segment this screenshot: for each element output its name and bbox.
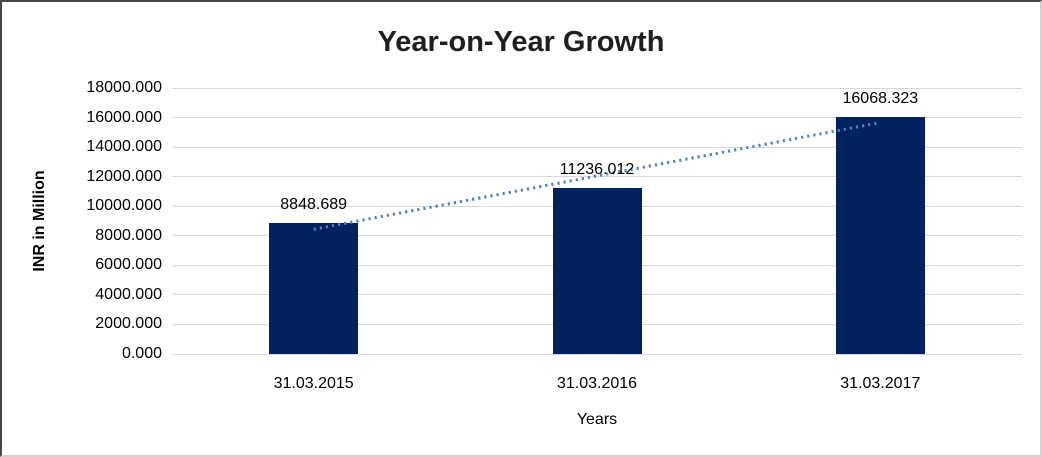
y-tick-label: 14000.000 <box>86 138 162 156</box>
y-tick-label: 8000.000 <box>95 226 162 244</box>
bar-31.03.2015 <box>269 223 359 354</box>
x-tick-label: 31.03.2016 <box>556 375 638 392</box>
bar-value-label: 8848.689 <box>280 196 348 214</box>
y-tick-label: 18000.000 <box>86 79 162 96</box>
y-tick-label: 16000.000 <box>86 108 162 126</box>
gridline <box>172 353 1022 355</box>
plot-area <box>172 87 1022 355</box>
x-tick-label: 31.03.2017 <box>840 375 921 392</box>
trendline <box>313 121 881 231</box>
gridline <box>172 117 1022 119</box>
gridline <box>172 146 1022 148</box>
y-tick-label: 0.000 <box>121 345 162 362</box>
y-tick-label: 4000.000 <box>95 285 162 303</box>
bar-31.03.2017 <box>835 116 925 354</box>
y-tick-label: 6000.000 <box>95 256 162 274</box>
y-tick-label: 12000.000 <box>86 167 162 185</box>
x-tick-label: 31.03.2015 <box>273 375 354 392</box>
gridline <box>172 176 1022 178</box>
bar-value-label: 11236.012 <box>559 160 635 178</box>
x-axis-title: Years <box>576 411 618 428</box>
gridline <box>172 87 1022 89</box>
y-tick-label: 10000.000 <box>86 197 162 215</box>
y-tick-label: 2000.000 <box>95 315 162 333</box>
chart-title: Year-on-Year Growth <box>377 26 665 58</box>
bar-value-label: 16068.323 <box>842 89 919 107</box>
bar-31.03.2016 <box>552 187 642 354</box>
